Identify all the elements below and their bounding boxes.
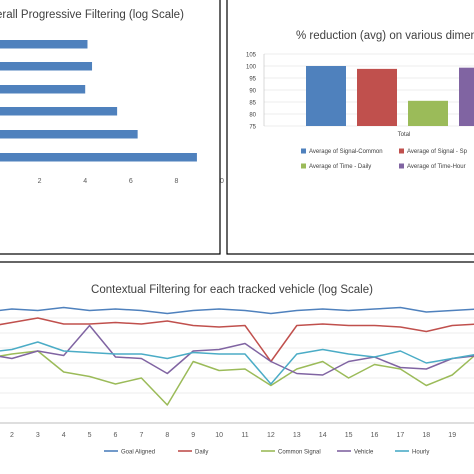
chart2-y-tick: 85 (249, 100, 256, 106)
chart1-bar-6 (0, 153, 197, 162)
chart3-x-tick: 9 (191, 432, 195, 439)
chart3-series-line-2 (0, 317, 474, 363)
chart2-bar-1 (306, 66, 346, 126)
chart2-y-tick: 95 (249, 76, 256, 82)
contextual-filtering-chart: Contextual Filtering for each tracked ve… (0, 284, 474, 456)
chart2-legend-swatch (301, 163, 306, 169)
chart1-bar-5 (0, 130, 138, 139)
chart3-x-tick: 15 (345, 432, 353, 439)
chart2-bar-4 (459, 67, 474, 126)
chart1-x-tick: 6 (129, 178, 133, 185)
chart2-y-tick: 100 (246, 64, 257, 70)
chart2-legend-swatch (301, 148, 306, 154)
chart3-legend-label: Goal Aligned (121, 450, 155, 456)
chart3-x-tick: 18 (422, 432, 430, 439)
chart1-bar-1 (0, 40, 88, 49)
chart3-x-tick: 5 (88, 432, 92, 439)
chart1-title: erall Progressive Filtering (log Scale) (0, 9, 184, 21)
chart1-x-tick: 0 (220, 178, 224, 185)
chart3-x-tick: 17 (397, 432, 405, 439)
chart3-title: Contextual Filtering for each tracked ve… (91, 284, 373, 296)
chart1-x-tick: 4 (83, 178, 87, 185)
progressive-filtering-chart: erall Progressive Filtering (log Scale) … (0, 9, 224, 185)
chart3-x-tick: 14 (319, 432, 327, 439)
chart2-legend-swatch (399, 148, 404, 154)
chart3-legend-label: Hourly (412, 450, 429, 456)
chart2-legend-label: Average of Signal - Sp (407, 149, 468, 155)
chart3-legend-label: Daily (195, 450, 208, 456)
panel-frame-right (226, 0, 474, 255)
chart2-bar-2 (357, 68, 397, 126)
chart2-legend-swatch (399, 163, 404, 169)
chart3-x-tick: 11 (241, 432, 248, 439)
chart3-x-tick: 12 (267, 432, 275, 439)
chart1-x-tick: 2 (38, 178, 42, 185)
chart1-x-tick: 8 (174, 178, 178, 185)
chart3-series-line-5 (0, 341, 474, 385)
panel-frame-left (0, 0, 221, 255)
chart2-y-tick: 105 (246, 52, 257, 58)
chart2-bar-3 (408, 100, 448, 126)
chart3-x-tick: 7 (139, 432, 143, 439)
panel-frame-bottom (0, 261, 474, 263)
chart3-x-tick: 19 (448, 432, 456, 439)
chart2-y-tick: 80 (249, 112, 256, 118)
chart3-legend-label: Common Signal (278, 450, 321, 456)
chart3-x-tick: 13 (293, 432, 301, 439)
chart3-x-tick: 3 (36, 432, 40, 439)
chart1-bar-2 (0, 62, 93, 71)
chart3-x-tick: 6 (114, 432, 118, 439)
chart3-x-tick: 4 (62, 432, 66, 439)
chart3-series-line-1 (0, 306, 474, 315)
chart2-y-tick: 90 (249, 88, 256, 94)
chart3-x-tick: 10 (215, 432, 223, 439)
chart2-legend-label: Average of Time-Hour (407, 164, 466, 170)
chart3-series-line-3 (0, 350, 474, 406)
chart1-bar-4 (0, 107, 118, 116)
chart3-x-tick: 2 (10, 432, 14, 439)
chart3-x-tick: 8 (165, 432, 169, 439)
chart2-category-label: Total (398, 132, 411, 138)
chart3-x-tick: 16 (371, 432, 379, 439)
reduction-chart: % reduction (avg) on various dimen 105 10… (246, 30, 474, 170)
chart3-legend-label: Vehicle (354, 450, 374, 456)
chart2-legend-label: Average of Time - Daily (309, 164, 371, 170)
chart2-title: % reduction (avg) on various dimen (296, 30, 474, 42)
chart2-legend-label: Average of Signal-Common (309, 149, 383, 155)
chart2-y-tick: 75 (249, 124, 256, 130)
chart1-bar-3 (0, 85, 86, 94)
